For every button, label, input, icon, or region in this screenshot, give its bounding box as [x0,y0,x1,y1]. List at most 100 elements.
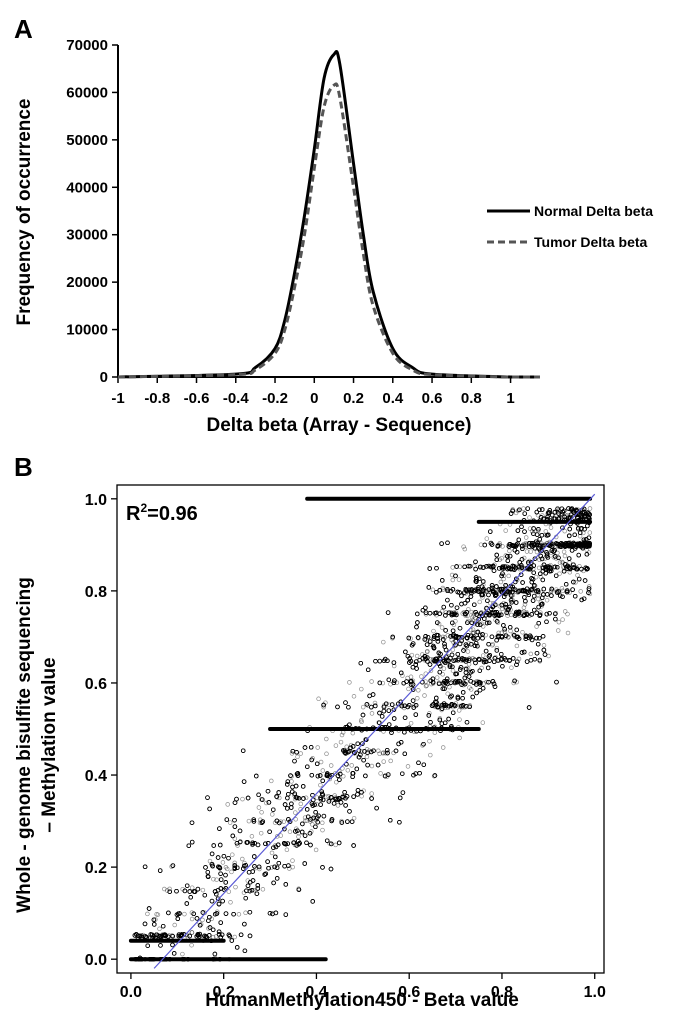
panel-b-data-point [500,544,505,549]
panel-b-data-point [429,681,434,687]
panel-b-data-point [175,911,181,917]
panel-b-data-point [479,621,485,627]
panel-b-data-point [548,562,553,568]
panel-b-data-point [572,565,578,571]
panel-b-data-point [489,585,495,591]
panel-b-data-point [477,657,482,662]
panel-b-data-point [142,921,148,927]
panel-b-data-point [149,932,155,938]
panel-b-data-point [484,589,489,594]
panel-b-data-point [529,588,535,593]
panel-b-data-point [135,935,141,940]
panel-b-data-point [424,649,430,655]
panel-b-data-point [520,589,525,594]
panel-b-data-point [405,675,410,681]
panel-b-data-point [523,589,528,594]
panel-b-data-point [434,632,440,638]
panel-b-data-point [527,558,532,564]
panel-b-data-point [572,565,577,570]
panel-b-data-point [258,797,264,802]
panel-b-data-point [341,774,346,779]
panel-b-data-point [317,773,323,778]
panel-b-data-point [333,842,338,848]
panel-b-data-point [479,592,484,598]
panel-b-data-point [132,933,138,938]
panel-b-data-point [232,865,238,871]
panel-b-data-point [583,544,589,549]
panel-b-data-point [551,519,557,524]
panel-b-data-point [472,643,478,649]
panel-b-data-point [351,815,357,821]
panel-b-data-point [454,564,459,569]
panel-b-data-point [351,794,356,799]
panel-b-data-point [197,931,203,937]
panel-b-data-point [551,565,557,570]
panel-b-data-point [428,752,433,758]
panel-b-data-point [327,841,332,846]
panel-b-data-point [324,736,329,742]
panel-b-data-point [499,635,505,640]
panel-b-data-point [214,877,219,882]
panel-b-data-point [492,655,498,661]
panel-b-data-point [156,932,161,938]
panel-b-data-point [419,674,424,679]
panel-b-data-point [388,818,393,823]
panel-b-data-point [529,576,534,581]
panel-b-data-point [230,833,236,839]
panel-b-data-point [455,679,461,684]
panel-b-data-point [307,831,313,836]
panel-a-x-axis-title: Delta beta (Array - Sequence) [206,415,471,436]
panel-b-data-point [578,517,584,522]
panel-b-data-point [459,658,464,663]
panel-b-data-point [567,540,572,545]
panel-b-data-point [313,816,319,821]
panel-b-data-point [575,515,580,520]
panel-b-data-point [563,518,569,523]
panel-b-data-point [575,573,580,578]
panel-b-data-point [440,686,446,691]
panel-b-data-point [511,632,516,637]
panel-b-data-point [560,564,566,569]
panel-b-data-point [305,764,310,769]
panel-b-data-point [160,932,165,937]
panel-b-data-point [567,565,572,571]
panel-b-data-point [273,854,278,860]
panel-b-data-point [464,679,469,684]
panel-b-data-point [484,536,490,541]
panel-b-data-point [560,617,565,622]
panel-b-data-point [586,584,592,589]
panel-b-data-point [467,703,473,708]
panel-b-data-point [418,728,423,734]
panel-b-data-point [463,670,469,675]
panel-b-data-point [484,679,489,685]
panel-b-data-point [410,687,416,692]
panel-b-data-point [450,727,455,733]
panel-b-data-point [411,705,416,710]
panel-b-data-point [509,593,514,598]
panel-b-data-point [452,611,457,616]
panel-b-data-point [442,703,448,709]
panel-b-data-point [476,585,481,590]
panel-b-data-point [473,640,479,646]
panel-b-data-point [465,649,471,654]
panel-b-data-point [560,594,565,599]
panel-b-data-point [410,678,416,683]
panel-b-data-point [586,550,592,555]
panel-b-data-point [580,510,586,515]
panel-a-legend: Normal Delta beta Tumor Delta beta [487,203,653,250]
panel-b-data-point [437,716,443,721]
panel-b-data-point [547,539,552,545]
panel-b-data-point [434,656,440,662]
panel-b-data-point [477,622,483,628]
panel-b-data-point [549,586,554,592]
panel-b-data-point [152,956,157,962]
panel-b-data-point [552,554,558,559]
panel-b-data-point [217,865,222,870]
panel-b-data-point [502,634,508,640]
panel-b-data-point [460,705,465,710]
panel-b-data-point [274,794,280,800]
panel-b-data-point [426,713,432,718]
panel-b-data-point [587,542,592,548]
panel-b-data-point [384,725,389,730]
panel-b-data-point [182,911,187,917]
